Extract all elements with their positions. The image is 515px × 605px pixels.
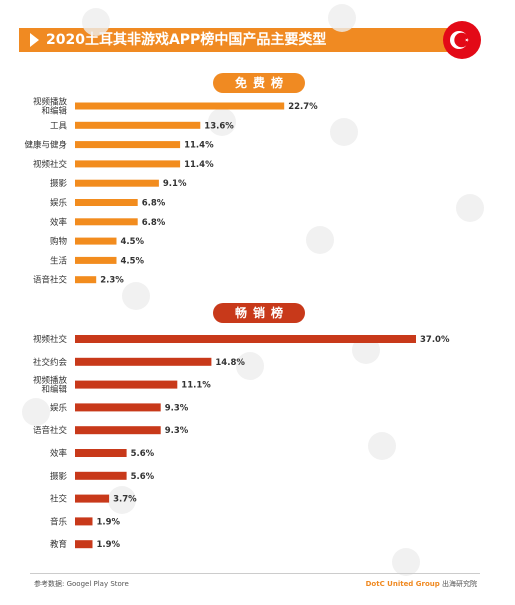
grossing-value-label: 9.3% xyxy=(165,403,189,413)
watermark-logo xyxy=(368,432,396,460)
grossing-bar xyxy=(75,357,212,366)
brand-subtitle: 出海研究院 xyxy=(442,580,477,588)
free-value-label: 6.8% xyxy=(142,199,166,209)
watermark-logo xyxy=(22,398,50,426)
free-bar xyxy=(75,121,201,129)
grossing-value-label: 9.3% xyxy=(165,426,189,436)
grossing-category-label: 社交 xyxy=(50,494,68,505)
grossing-category-label: 语音社交 xyxy=(33,425,68,436)
grossing-chart-pill: 畅销榜 xyxy=(213,303,305,323)
free-bar xyxy=(75,276,97,284)
grossing-value-label: 5.6% xyxy=(131,472,155,482)
free-bar xyxy=(75,256,117,264)
free-category-label: 工具 xyxy=(50,121,68,131)
grossing-value-label: 5.6% xyxy=(131,449,155,459)
watermark-logo xyxy=(236,352,264,380)
free-value-label: 2.3% xyxy=(100,276,124,286)
free-category-label: 购物 xyxy=(50,236,68,247)
grossing-bar xyxy=(75,335,416,343)
grossing-bar xyxy=(75,449,127,457)
free-value-label: 4.5% xyxy=(121,256,145,266)
play-arrow-icon xyxy=(30,33,39,47)
grossing-bar xyxy=(75,517,93,526)
free-bar xyxy=(75,179,159,187)
free-category-label: 摄影 xyxy=(50,178,68,189)
free-bar xyxy=(75,160,181,168)
free-category-label: 效率 xyxy=(50,217,68,228)
watermark-logo xyxy=(328,4,356,32)
free-value-label: 9.1% xyxy=(163,179,187,189)
free-value-label: 4.5% xyxy=(121,237,145,247)
grossing-value-label: 14.8% xyxy=(215,358,245,368)
free-category-label: 健康与健身 xyxy=(24,140,67,151)
grossing-bar xyxy=(75,494,110,503)
data-source-note: 参考数据: Googel Play Store xyxy=(34,580,129,588)
grossing-bar xyxy=(75,380,178,389)
free-value-label: 13.6% xyxy=(204,121,234,131)
watermark-logo xyxy=(392,548,420,576)
footer-divider xyxy=(30,573,480,574)
brand-credit: DotC United Group 出海研究院 xyxy=(366,579,477,589)
grossing-value-label: 37.0% xyxy=(420,335,450,345)
grossing-category-label: 视频社交 xyxy=(33,334,68,345)
free-category-label: 视频播放和编辑 xyxy=(33,97,68,117)
free-value-label: 11.4% xyxy=(184,141,214,151)
free-chart-pill: 免费榜 xyxy=(213,73,305,93)
free-bar xyxy=(75,102,285,110)
watermark-logo xyxy=(108,486,136,514)
free-category-label: 娱乐 xyxy=(50,198,68,209)
free-bar xyxy=(75,199,138,206)
grossing-value-label: 1.9% xyxy=(97,540,121,550)
free-bar xyxy=(75,237,117,245)
watermark-logo xyxy=(306,226,334,254)
watermark-logo xyxy=(330,118,358,146)
free-bar xyxy=(75,218,138,226)
grossing-category-label: 教育 xyxy=(50,539,67,550)
watermark-logo xyxy=(82,8,110,36)
grossing-category-label: 社交约会 xyxy=(33,357,68,368)
grossing-category-label: 摄影 xyxy=(50,471,68,482)
turkey-flag-icon xyxy=(443,21,481,59)
page-title: 2020土耳其非游戏APP榜中国产品主要类型 xyxy=(46,32,327,48)
watermark-logo xyxy=(122,282,150,310)
grossing-value-label: 3.7% xyxy=(113,495,137,505)
free-value-label: 6.8% xyxy=(142,218,166,228)
watermark-logo xyxy=(208,108,236,136)
grossing-category-label: 视频播放和编辑 xyxy=(33,375,68,395)
brand-name: DotC United Group xyxy=(365,580,440,588)
grossing-bar xyxy=(75,426,161,435)
watermark-logo xyxy=(456,194,484,222)
free-bar xyxy=(75,141,181,149)
grossing-category-label: 音乐 xyxy=(50,516,68,527)
grossing-bar xyxy=(75,471,127,480)
grossing-bar-chart: 视频社交 37.0% 社交约会 14.8% 视频播放和编辑 11.1% 娱乐 9.3% 语音社交… xyxy=(33,334,450,550)
free-category-label: 语音社交 xyxy=(33,275,68,286)
grossing-category-label: 效率 xyxy=(50,448,68,459)
free-category-label: 视频社交 xyxy=(33,159,68,170)
grossing-value-label: 11.1% xyxy=(181,381,211,391)
grossing-value-label: 1.9% xyxy=(97,517,121,527)
free-value-label: 22.7% xyxy=(288,102,318,112)
grossing-bar xyxy=(75,540,93,549)
free-value-label: 11.4% xyxy=(184,160,214,170)
grossing-category-label: 娱乐 xyxy=(50,402,68,413)
free-category-label: 生活 xyxy=(50,255,68,266)
grossing-bar xyxy=(75,403,161,412)
free-bar-chart: 视频播放和编辑 22.7% 工具 13.6% 健康与健身 11.4% 视频社交 11.4% 摄影… xyxy=(24,97,318,286)
